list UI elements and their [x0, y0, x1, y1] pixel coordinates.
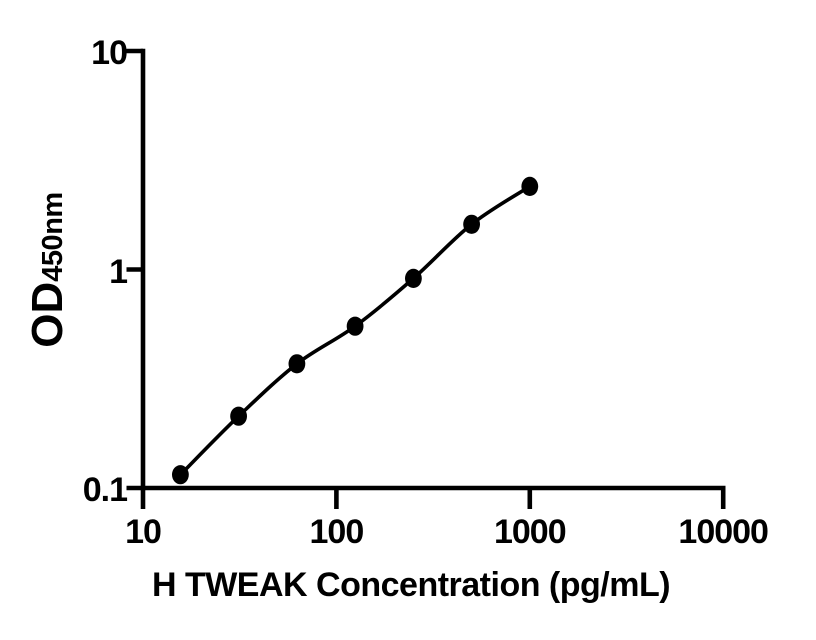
- data-point: [346, 316, 364, 336]
- y-tick-label: 0.1: [82, 471, 128, 509]
- y-tick-label: 1: [109, 252, 128, 291]
- y-axis-title-subscript: 450nm: [37, 192, 69, 282]
- data-point: [230, 406, 248, 426]
- x-tick-label: 10: [125, 513, 162, 551]
- x-tick-label: 100: [309, 513, 365, 551]
- x-tick-label: 10000: [678, 513, 769, 551]
- data-point: [463, 214, 480, 234]
- data-point: [405, 268, 422, 288]
- data-point: [521, 176, 539, 196]
- x-axis-title: H TWEAK Concentration (pg/mL): [151, 566, 671, 604]
- x-tick-label: 1000: [493, 513, 567, 551]
- y-axis-title: OD450nm: [23, 192, 72, 348]
- y-tick-label: 10: [91, 34, 128, 72]
- data-point: [172, 465, 189, 485]
- data-point: [288, 354, 306, 374]
- y-axis-title-main: OD: [23, 281, 72, 348]
